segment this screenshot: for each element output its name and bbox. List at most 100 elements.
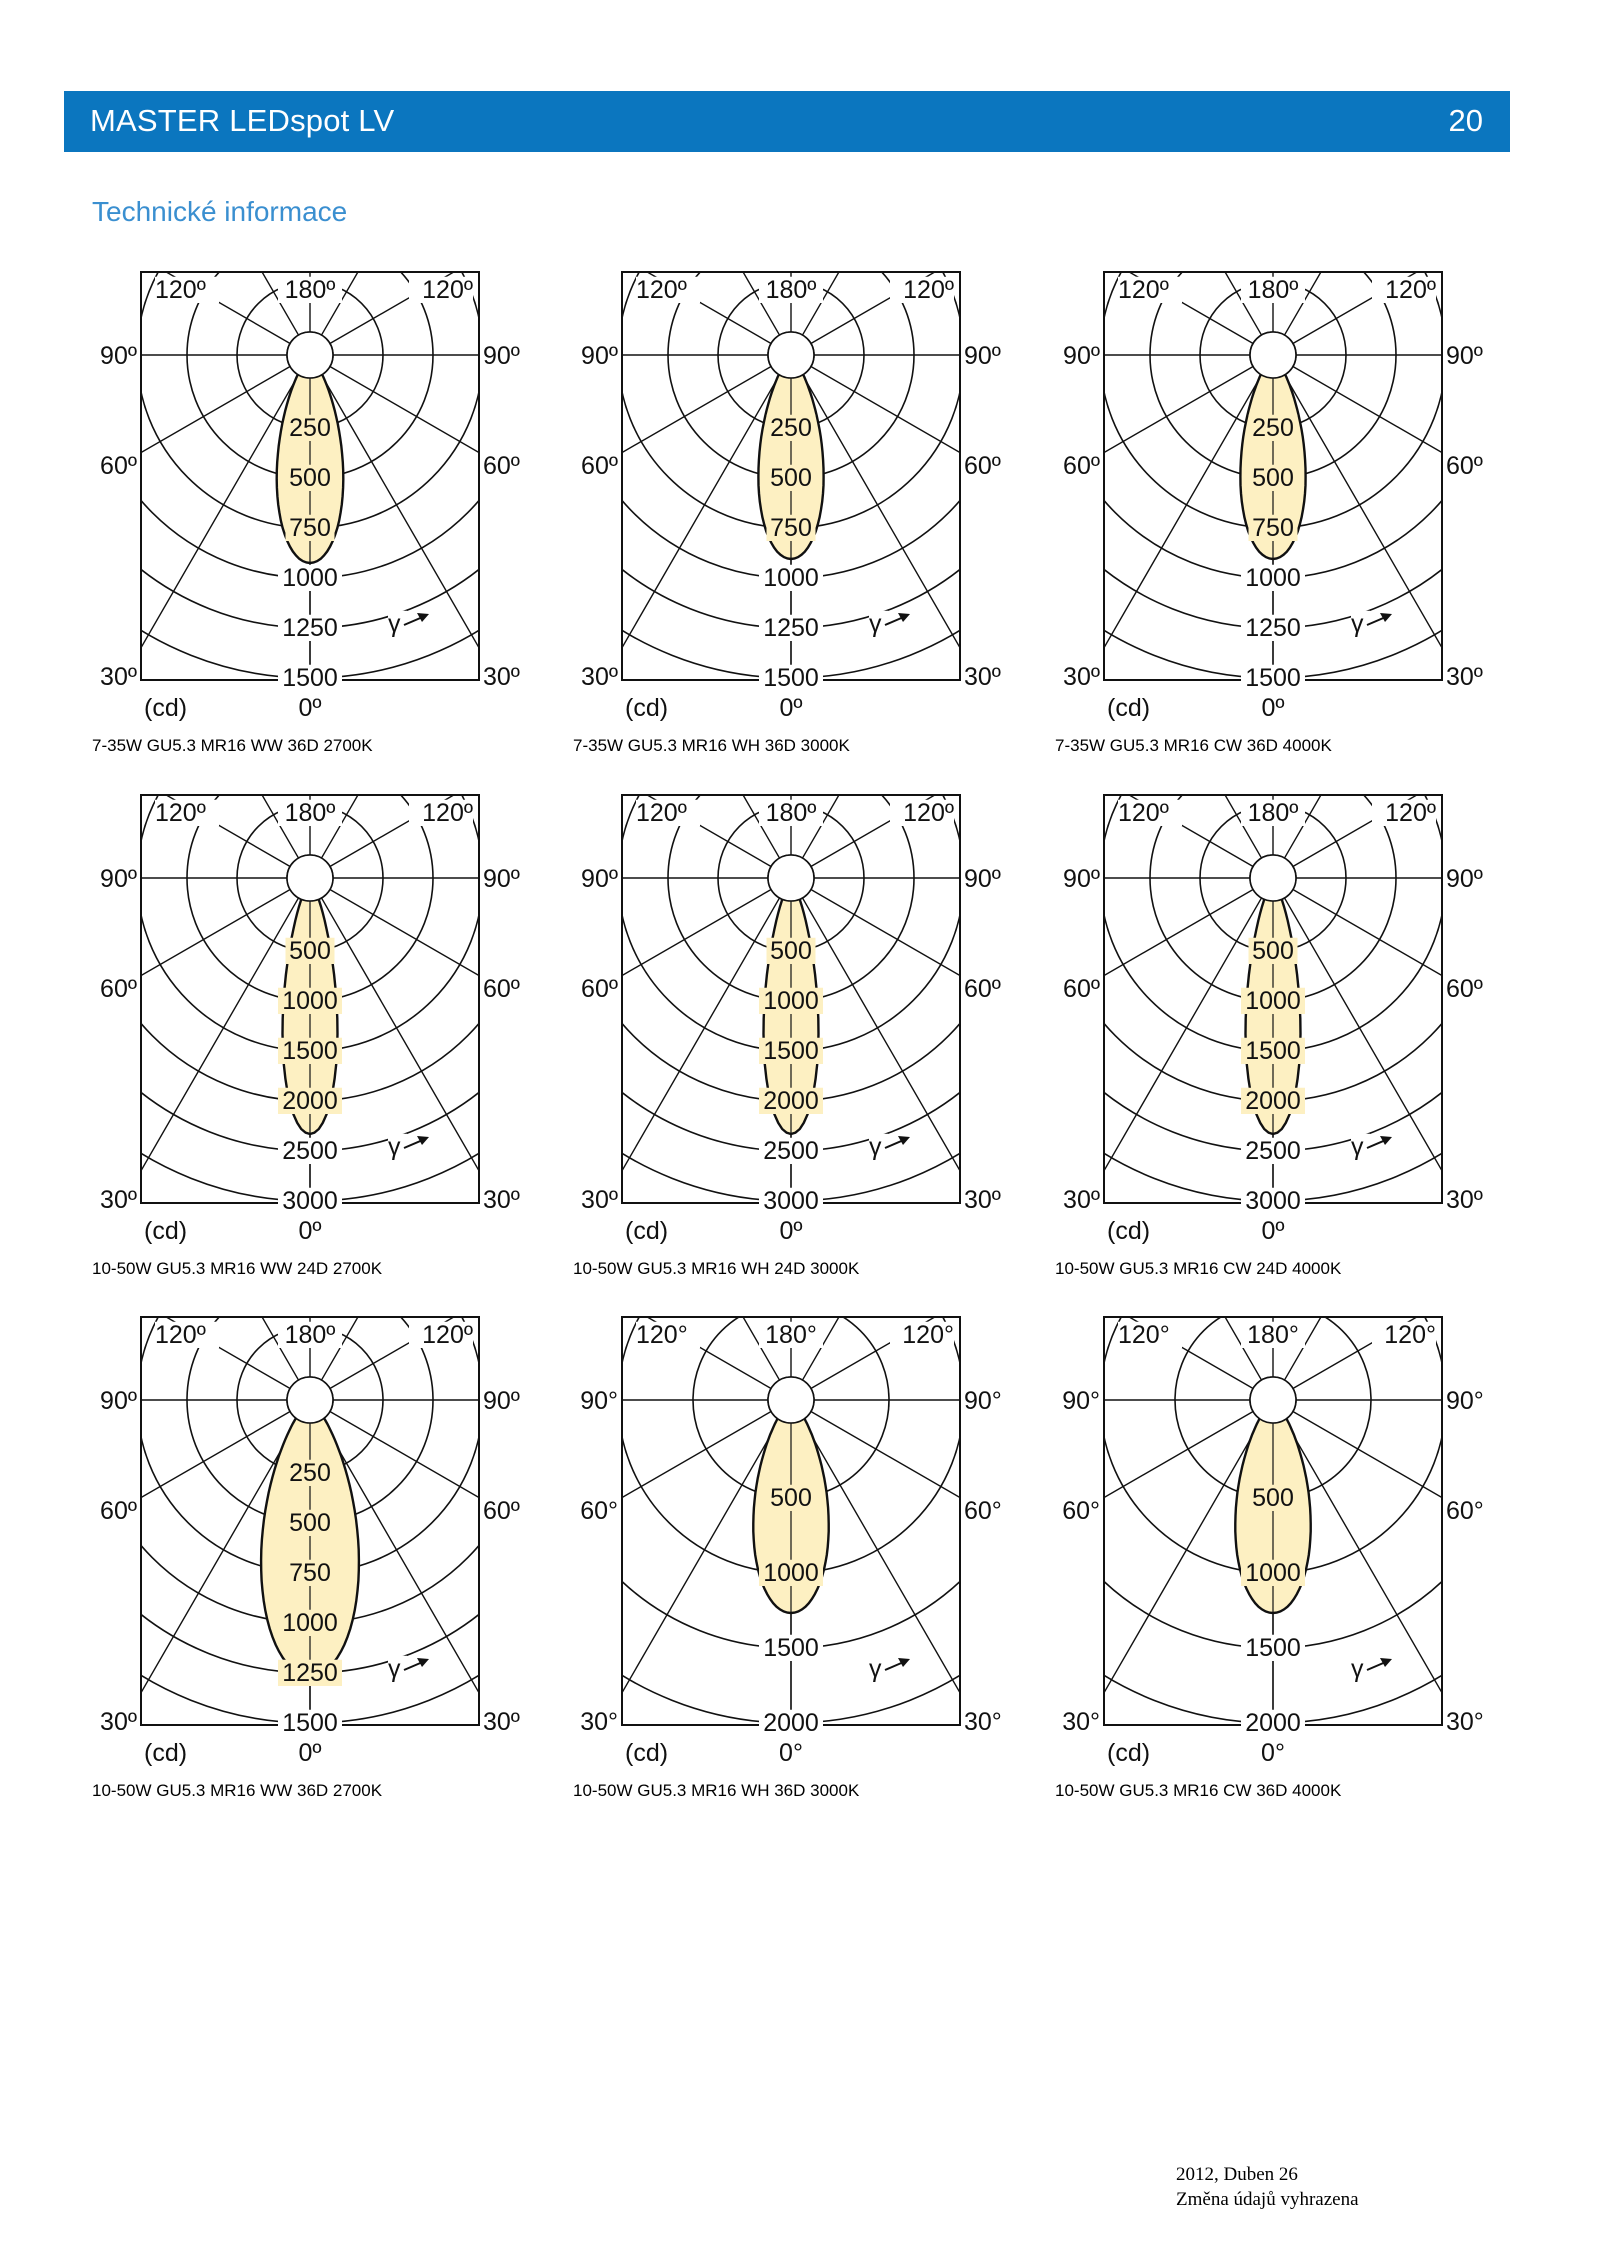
angle-label-30-left: 30º: [1063, 1186, 1100, 1214]
angle-label-120-left-bg: [155, 1321, 219, 1348]
ring-label-1500-bg: [278, 1037, 342, 1064]
angle-line: [801, 897, 960, 1173]
angle-label-60-right: 60º: [964, 452, 1001, 480]
ring-label-750: 750: [1252, 514, 1294, 542]
ring-label-2000: 2000: [763, 1709, 819, 1737]
gamma-arrowhead: [898, 1136, 910, 1145]
ring-label-2500-bg: [278, 1137, 342, 1164]
gamma-arrowhead: [417, 1658, 429, 1667]
angle-label-90-left: 90º: [581, 865, 618, 893]
angle-label-180-bg: [278, 799, 342, 826]
polar-diagram-2: 250 500 750 1000 1250 1500 120º 180º 120º 90º 90º 6…: [545, 268, 1025, 788]
angle-label-60-left: 60º: [1063, 975, 1100, 1003]
diagram-caption: 7-35W GU5.3 MR16 WH 36D 3000K: [573, 736, 850, 755]
ring-label-1500: 1500: [1245, 1634, 1301, 1662]
polar-chart-svg: 250 500 750 1000 1250 1500 120º 180º 120º 90º 90º 6…: [100, 271, 520, 722]
angle-label-120-left-bg: [155, 799, 219, 826]
angle-label-180: 180º: [1248, 799, 1299, 827]
polar-diagram-9: 500 1000 1500 2000 120° 180° 120° 90° 90° 60° 60° 3…: [1027, 1313, 1507, 1833]
angle-line: [810, 365, 960, 454]
ring-label-1500: 1500: [1245, 664, 1301, 692]
gamma-symbol-bg: [869, 1133, 888, 1160]
gamma-symbol: γ: [388, 1133, 401, 1161]
angle-label-120-left: 120º: [155, 1321, 206, 1349]
angle-label-90-left: 90°: [1062, 1387, 1100, 1415]
angle-label-180-bg: [1241, 276, 1305, 303]
angle-label-60-left: 60º: [100, 1497, 137, 1525]
angle-line: [1104, 365, 1254, 454]
gamma-arrowhead: [898, 1658, 910, 1667]
angle-label-180-bg: [278, 1321, 342, 1348]
angle-label-0: 0º: [779, 694, 802, 722]
ring-label-500: 500: [770, 1484, 812, 1512]
angle-label-90-left: 90º: [100, 342, 137, 370]
angle-line: [1104, 888, 1254, 977]
angle-label-60-right: 60°: [1446, 1497, 1484, 1525]
angle-line: [622, 374, 781, 650]
ring-label-500: 500: [289, 937, 331, 965]
gamma-symbol-bg: [388, 1133, 407, 1160]
angle-label-30-right: 30º: [483, 1708, 520, 1736]
ring-label-1250: 1250: [763, 614, 819, 642]
diagram-caption: 10-50W GU5.3 MR16 CW 36D 4000K: [1055, 1781, 1342, 1800]
ring-label-750-bg: [285, 514, 335, 541]
footer-date: 2012, Duben 26: [1176, 2164, 1298, 2185]
angle-label-120-right: 120º: [903, 276, 954, 304]
angle-label-120-left-bg: [636, 799, 700, 826]
angle-label-60-left: 60°: [580, 1497, 618, 1525]
gamma-arrowhead: [1380, 613, 1392, 622]
angle-label-120-right-bg: [890, 1321, 954, 1348]
angle-label-180: 180º: [1248, 276, 1299, 304]
ring-label-1000: 1000: [282, 1609, 338, 1637]
ring-label-1500: 1500: [763, 1634, 819, 1662]
ring-label-500: 500: [770, 464, 812, 492]
angle-label-90-right: 90º: [964, 342, 1001, 370]
ring-label-1000-bg: [278, 1609, 342, 1636]
ring-label-1500: 1500: [282, 664, 338, 692]
angle-label-120-left-bg: [636, 1321, 700, 1348]
gamma-symbol-bg: [1351, 1655, 1370, 1682]
unit-label: (cd): [144, 1739, 187, 1767]
ring-label-2000: 2000: [763, 1087, 819, 1115]
angle-line: [141, 1419, 300, 1695]
angle-label-60-right: 60º: [483, 452, 520, 480]
ring-label-2500-bg: [759, 1137, 823, 1164]
angle-label-120-left-bg: [1118, 799, 1182, 826]
ring-label-500: 500: [289, 464, 331, 492]
angle-label-90-left: 90º: [581, 342, 618, 370]
angle-line: [622, 365, 772, 454]
angle-line: [622, 888, 772, 977]
angle-label-30-right: 30º: [483, 1186, 520, 1214]
angle-line: [329, 365, 479, 454]
ring-label-250: 250: [289, 1459, 331, 1487]
angle-label-60-left: 60º: [581, 975, 618, 1003]
ring-label-1500: 1500: [1245, 1037, 1301, 1065]
footer: 2012, Duben 26 Změna údajů vyhrazena: [1176, 2162, 1359, 2212]
angle-label-120-left: 120º: [155, 276, 206, 304]
angle-label-120-left: 120º: [636, 799, 687, 827]
angle-label-60-left: 60º: [100, 452, 137, 480]
angle-label-90-right: 90°: [1446, 1387, 1484, 1415]
ring-label-2500-bg: [1241, 1137, 1305, 1164]
ring-label-250-bg: [285, 414, 335, 441]
angle-line: [1283, 897, 1442, 1173]
header-bar: MASTER LEDspot LV 20: [64, 91, 1510, 152]
ring-label-2000: 2000: [1245, 1709, 1301, 1737]
diagram-caption: 7-35W GU5.3 MR16 CW 36D 4000K: [1055, 736, 1332, 755]
document-title: MASTER LEDspot LV: [90, 103, 395, 138]
angle-line: [810, 1410, 960, 1499]
polar-diagram-8: 500 1000 1500 2000 120° 180° 120° 90° 90° 60° 60° 3…: [545, 1313, 1025, 1833]
center-circle-top: [1249, 854, 1297, 902]
angle-label-60-right: 60º: [483, 975, 520, 1003]
ring-label-500-bg: [1248, 937, 1298, 964]
polar-chart-svg: 250 500 750 1000 1250 1500 120º 180º 120º 90º 90º 6…: [100, 1316, 520, 1767]
ring-label-1000: 1000: [1245, 564, 1301, 592]
angle-line: [622, 897, 781, 1173]
angle-label-120-right-bg: [409, 799, 473, 826]
angle-label-120-right: 120º: [422, 799, 473, 827]
ring-label-1500-bg: [759, 1037, 823, 1064]
angle-label-30-left: 30º: [100, 1708, 137, 1736]
angle-label-0: 0°: [1261, 1739, 1285, 1767]
angle-label-60-right: 60º: [964, 975, 1001, 1003]
angle-label-120-left: 120°: [1118, 1321, 1170, 1349]
